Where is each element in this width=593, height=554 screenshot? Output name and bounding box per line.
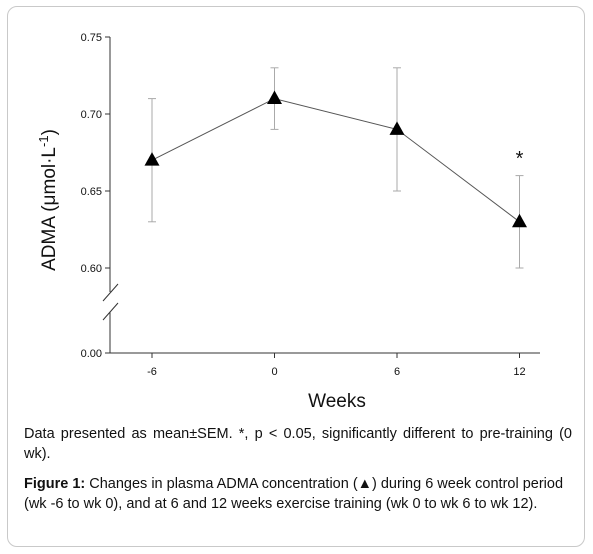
triangle-symbol: ▲ (357, 476, 373, 492)
figure-caption: Figure 1: Changes in plasma ADMA concent… (24, 474, 572, 514)
x-tick-label: 6 (394, 366, 400, 378)
triangle-marker (267, 90, 282, 105)
y-axis-title-end: ) (39, 129, 60, 135)
figure-frame (7, 6, 585, 547)
series-line (151, 98, 520, 223)
caption-text-before: Changes in plasma ADMA concentration ( (85, 476, 358, 492)
triangle-marker (144, 152, 160, 166)
y-axis-title-main: ADMA (μmol·L (39, 147, 60, 271)
data-note: Data presented as mean±SEM. *, p < 0.05,… (24, 426, 572, 462)
y-axis-break-mark (102, 283, 119, 302)
significance-asterisk: * (516, 148, 524, 170)
y-tick-label: 0.60 (81, 263, 102, 275)
chart-axes: 0.60 0.65 0.70 0.75 0.00 -6 0 6 12 (81, 32, 540, 378)
adma-line-chart: 0.60 0.65 0.70 0.75 0.00 -6 0 6 12 * ADMA (μmol·… (36, 32, 540, 412)
y-tick-label: 0.75 (81, 32, 102, 44)
y-tick-label: 0.65 (81, 186, 102, 198)
caption-text-after: ) during 6 week control period (wk -6 to… (24, 476, 564, 512)
x-axis-title: Weeks (308, 391, 366, 412)
y-axis-title-sup: -1 (36, 135, 51, 147)
x-tick-label: -6 (147, 366, 157, 378)
y-tick-label: 0.00 (81, 348, 102, 360)
x-tick-label: 0 (271, 366, 277, 378)
y-tick-label: 0.70 (81, 109, 102, 121)
triangle-marker (512, 213, 527, 228)
x-tick-label: 12 (513, 366, 525, 378)
y-axis-title: ADMA (μmol·L-1) (36, 129, 61, 271)
chart-marks: * (144, 67, 527, 269)
figure-label: Figure 1: (24, 476, 86, 492)
triangle-marker (389, 121, 405, 135)
y-axis-break-mark (102, 302, 119, 321)
